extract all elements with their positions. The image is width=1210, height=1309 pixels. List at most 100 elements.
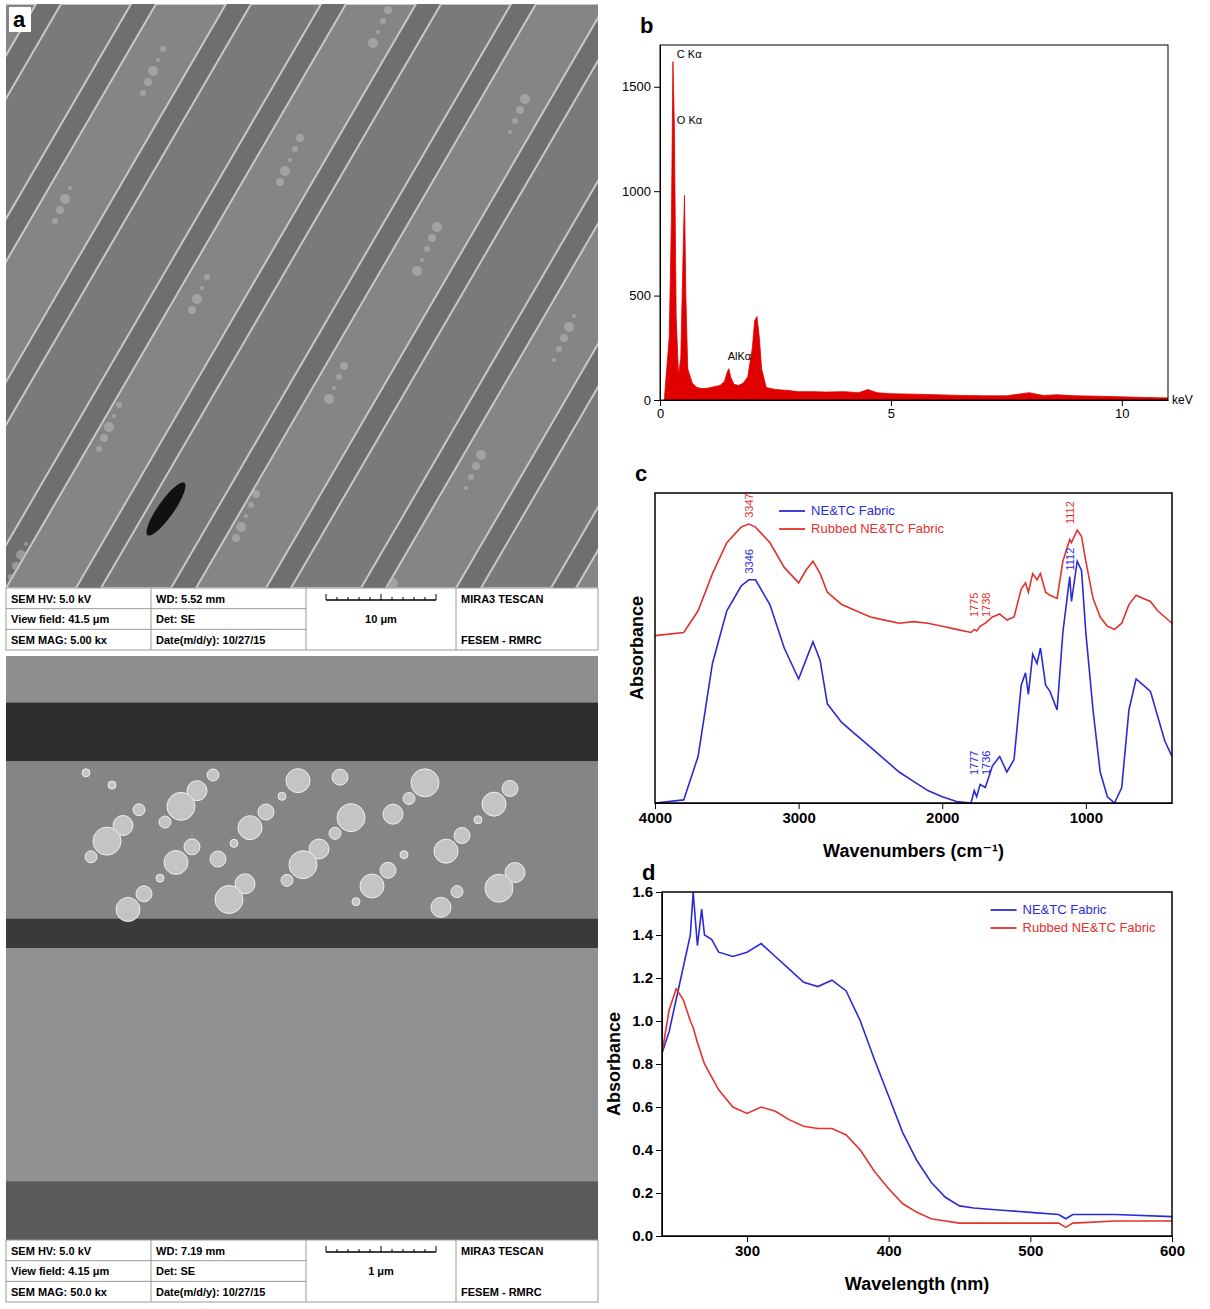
particle (140, 90, 146, 96)
particle (85, 851, 97, 863)
fiber (481, 4, 598, 588)
particle (108, 781, 116, 789)
series-line (662, 892, 1172, 1219)
annotation: 1777 (968, 751, 980, 775)
tick-label: 500 (1018, 1242, 1043, 1259)
tick: 300 (735, 1236, 760, 1259)
particle (96, 446, 102, 452)
cell-border (306, 1240, 307, 1302)
info-text: Date(m/d/y): 10/27/15 (156, 634, 265, 646)
scale-tick (326, 594, 327, 600)
particle (100, 434, 108, 442)
tick-mark (656, 1107, 662, 1108)
legend: NE&TC FabricRubbed NE&TC Fabric (779, 503, 944, 536)
series-line (655, 561, 1172, 803)
particle (472, 462, 480, 470)
x-axis: 300 400 500 600 (663, 1236, 1186, 1259)
particle (133, 804, 145, 816)
scale-tick (348, 1249, 349, 1252)
tick: 600 (1160, 1236, 1185, 1259)
fiber (6, 703, 598, 761)
scale-tick (414, 1249, 415, 1252)
particle (564, 322, 574, 332)
particle (329, 827, 341, 839)
annotation: 1112 (1064, 548, 1076, 571)
tick-mark (656, 1021, 662, 1022)
scale-tick (425, 1249, 426, 1252)
particle (512, 118, 518, 124)
tick-mark (654, 296, 660, 297)
panel-label: c (635, 461, 647, 486)
cell-border (6, 629, 306, 630)
scale-tick (326, 1246, 327, 1252)
axis-line (660, 46, 661, 401)
particle (236, 522, 246, 532)
particle (56, 206, 64, 214)
annotation: C Kα (677, 48, 702, 60)
particle (380, 18, 386, 24)
tick: 10 (1115, 400, 1129, 421)
tick: 0 (657, 400, 664, 421)
tick-mark (656, 978, 662, 979)
particle (192, 294, 202, 304)
particle (482, 792, 506, 816)
tick-label: 1.4 (632, 926, 654, 943)
tick: 0.6 (632, 1098, 662, 1115)
plot-marks (655, 524, 1172, 803)
info-text: SEM MAG: 50.0 kx (11, 1286, 108, 1298)
particle (164, 850, 188, 874)
tick-label: 0.4 (632, 1141, 654, 1158)
particle (296, 134, 304, 142)
info-text: Det: SE (156, 613, 195, 625)
tick: 400 (877, 1236, 902, 1259)
info-text: Det: SE (156, 1265, 195, 1277)
tick: 0 (644, 393, 660, 408)
tick-label: 600 (1160, 1242, 1185, 1259)
particle (464, 486, 468, 490)
axis-line (656, 803, 1173, 804)
scale-tick (359, 1249, 360, 1252)
info-bar (6, 1240, 598, 1302)
particle (144, 78, 152, 86)
particle (200, 286, 204, 290)
tick: 1500 (622, 79, 660, 94)
scale-tick (436, 594, 437, 600)
tick-mark (891, 400, 892, 406)
particle (184, 839, 200, 855)
particle (520, 94, 530, 104)
particle (281, 874, 293, 886)
particle (400, 851, 408, 859)
legend-label: Rubbed NE&TC Fabric (1023, 920, 1156, 935)
particle (556, 346, 562, 352)
tick: 2000 (926, 803, 959, 826)
particle (52, 218, 58, 224)
particle (289, 851, 317, 879)
particle (280, 166, 290, 176)
particle (207, 769, 219, 781)
tick: 0.4 (632, 1141, 662, 1158)
x-axis: 4000300020001000 (639, 803, 1173, 826)
particle (188, 306, 196, 314)
tick-mark (654, 191, 660, 192)
cell-border (6, 1260, 306, 1261)
tick: 0.8 (632, 1055, 662, 1072)
axis-line (662, 893, 663, 1237)
y-title: Absorbance (604, 1012, 624, 1116)
cell-border (6, 1281, 306, 1282)
particle (380, 862, 396, 878)
particle (167, 792, 195, 820)
cell-border (151, 1240, 152, 1302)
info-text: 1 μm (368, 1265, 394, 1277)
particle (411, 769, 439, 797)
plot-marks (665, 62, 1168, 400)
sem-image (6, 656, 598, 1240)
tick-label: 1.6 (632, 883, 653, 900)
particle (383, 804, 403, 824)
tick-label: 500 (629, 288, 651, 303)
particle (210, 851, 226, 867)
tick-label: 300 (735, 1242, 760, 1259)
particle (24, 542, 28, 546)
panel-label: d (642, 860, 655, 885)
particle (156, 874, 164, 882)
particle (324, 394, 334, 404)
